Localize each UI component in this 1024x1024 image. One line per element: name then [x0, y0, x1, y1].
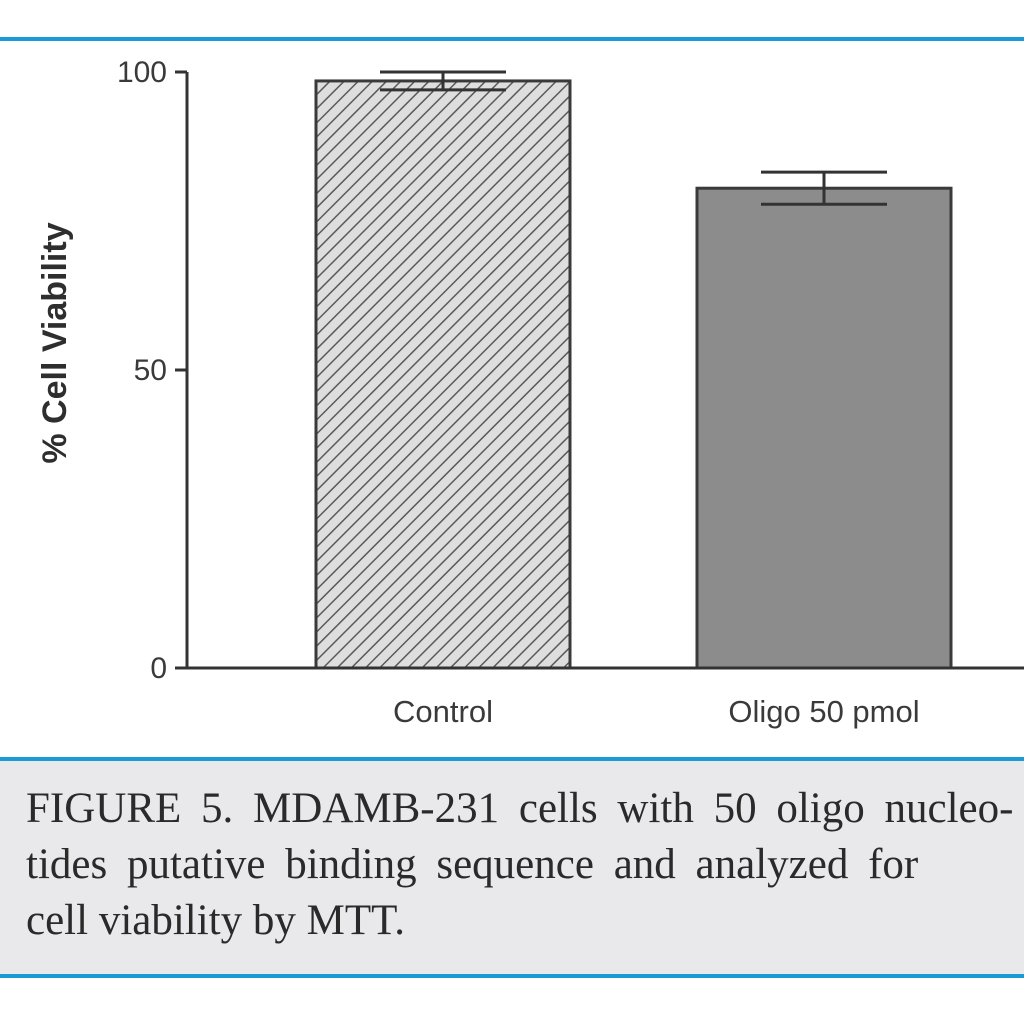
- caption-bottom-rule: [0, 974, 1024, 978]
- caption-text: FIGURE 5. MDAMB-231 cells with 50 oligo …: [26, 781, 1024, 949]
- figure-caption: FIGURE 5. MDAMB-231 cells with 50 oligo …: [0, 761, 1024, 974]
- error-bar: [380, 70, 506, 92]
- category-label: Oligo 50 pmol: [728, 694, 919, 729]
- bar-control: [314, 79, 572, 670]
- bar-chart: % Cell Viability 0 50 100 Control Oligo 50 …: [36, 56, 1024, 729]
- top-rule: [0, 37, 1024, 41]
- category-label: Control: [393, 694, 493, 729]
- y-axis-title: % Cell Viability: [36, 222, 74, 463]
- caption-line: FIGURE 5. MDAMB-231 cells with 50 oligo …: [26, 785, 1014, 832]
- y-tick-label: 0: [150, 652, 167, 685]
- caption-line: cell viability by MTT.: [26, 897, 405, 944]
- caption-top-rule: [0, 757, 1024, 761]
- bar-oligo-50-pmol: [695, 186, 953, 670]
- y-tick-label: 50: [134, 354, 167, 387]
- error-bar: [761, 170, 887, 206]
- y-tick-label: 100: [117, 56, 167, 89]
- caption-line: tides putative binding sequence and anal…: [26, 841, 919, 888]
